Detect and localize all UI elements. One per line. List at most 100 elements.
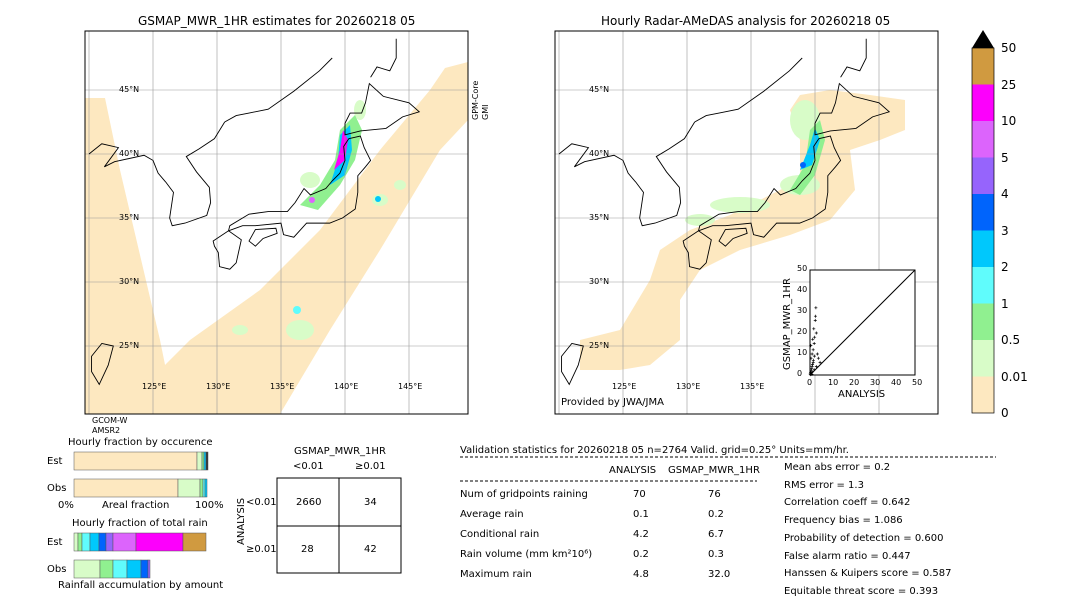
lat-label: 45°N [119, 85, 140, 94]
colorbar-segment [972, 157, 994, 194]
rain-est-segment [77, 532, 83, 552]
rain-obs-segment [112, 559, 128, 579]
stat-analysis-value: 4.8 [633, 569, 649, 580]
lat-label: 25°N [589, 341, 610, 350]
cell-1-0: 28 [301, 544, 314, 555]
mainland-coast-0 [635, 121, 696, 227]
areal-fraction-label: Areal fraction [102, 500, 170, 511]
scatter-point [810, 370, 814, 374]
obs-label-2: Obs [47, 564, 67, 575]
scatter-point [813, 314, 817, 318]
stats-col1: ANALYSIS [609, 465, 657, 476]
coastline-1 [814, 82, 891, 136]
scatter-point [810, 365, 814, 369]
rain-light [685, 214, 715, 226]
colorbar-segment [972, 303, 994, 340]
lat-label: 35°N [119, 213, 140, 222]
lat-label: 40°N [119, 149, 140, 158]
side-label-1: GPM-Core [471, 80, 480, 120]
rain-light [286, 320, 314, 340]
colorbar-label: 25 [1001, 77, 1017, 92]
scatter-point [814, 331, 818, 335]
scatter-point [814, 365, 818, 369]
scatter-xtick: 0 [807, 378, 813, 387]
lat-label: 25°N [119, 341, 140, 350]
obs-label: Obs [47, 483, 67, 494]
mainland-coast-3 [370, 38, 397, 78]
rain-cell [800, 162, 806, 168]
stat-gsmap-value: 0.2 [708, 509, 724, 520]
mainland-coast-1 [558, 143, 637, 183]
lat-label: 40°N [589, 149, 610, 158]
score-line: Hanssen & Kuipers score = 0.587 [784, 568, 952, 580]
occurrence-obs-segment [73, 478, 179, 498]
rain-obs-segment [73, 559, 101, 579]
scatter-point [818, 360, 822, 364]
scatter-point [811, 358, 815, 362]
cell-0-1: 34 [364, 497, 377, 508]
rain-est-segment [112, 532, 137, 552]
scatter-point [809, 356, 813, 360]
score-line: Mean abs error = 0.2 [784, 462, 891, 473]
scatter-point [812, 354, 816, 358]
lon-label: 140°E [334, 382, 359, 391]
rain-est-segment [135, 532, 184, 552]
colorbar-frame [971, 47, 995, 414]
coastline-4 [91, 342, 114, 386]
stat-analysis-value: 70 [633, 489, 646, 500]
colorbar-segment [972, 121, 994, 158]
mainland-coast-2 [694, 57, 803, 123]
occurrence-est-segment [205, 451, 209, 471]
scatter-xtick: 30 [870, 378, 881, 387]
score-line: Frequency bias = 1.086 [784, 515, 903, 527]
rain-cell [309, 197, 315, 203]
rain-light [394, 180, 406, 190]
occurrence-est-segment [73, 451, 198, 471]
scatter-point [816, 356, 820, 360]
mainland-coast-3 [840, 38, 867, 78]
bottom-label-2: AMSR2 [92, 426, 121, 435]
colorbar-segment [972, 84, 994, 121]
colorbar-label: 50 [1001, 41, 1017, 55]
lon-label: 130°E [676, 382, 701, 391]
col-header-1: <0.01 [293, 461, 324, 472]
colorbar-segment [972, 194, 994, 231]
scatter-ylabel: GSMAP_MWR_1HR [782, 278, 793, 370]
scatter-xtick: 10 [828, 378, 839, 387]
lat-label: 30°N [119, 277, 140, 286]
scatter-point [814, 306, 818, 310]
cell-0-0: 2660 [296, 497, 322, 508]
right-map-frame [554, 30, 939, 415]
table-title: GSMAP_MWR_1HR [294, 446, 386, 457]
rain-est-segment [182, 532, 207, 552]
lat-label: 45°N [589, 85, 610, 94]
score-line: False alarm ratio = 0.447 [784, 550, 911, 562]
stat-label: Average rain [460, 509, 524, 520]
radar-coverage [580, 90, 905, 370]
colorbar-label: 10 [1001, 114, 1017, 128]
lon-label: 130°E [206, 382, 231, 391]
scatter-xtick: 40 [891, 378, 902, 387]
rain-light [354, 100, 366, 120]
coastline-2 [212, 230, 242, 270]
occurrence-title: Hourly fraction by occurence [68, 437, 213, 448]
stat-label: Maximum rain [460, 569, 532, 580]
scatter-point [809, 344, 813, 348]
scatter-point [811, 337, 815, 341]
rain-cell [375, 196, 381, 202]
coastline-3 [248, 227, 278, 247]
rain-obs-segment [126, 559, 142, 579]
occurrence-est-segment [196, 451, 203, 471]
scatter-ytick: 20 [797, 327, 808, 336]
stat-analysis-value: 4.2 [633, 529, 649, 540]
coastline-3 [718, 227, 748, 247]
rain-est-segment [98, 532, 107, 552]
col-header-2: ≥0.01 [355, 461, 386, 472]
row-header-2: ≥0.01 [246, 544, 277, 555]
scatter-point [815, 352, 819, 356]
colorbar-segment [972, 376, 994, 413]
stat-label: Num of gridpoints raining [460, 489, 588, 500]
coastline-0 [227, 135, 372, 238]
colorbar-extend-arrow [972, 30, 994, 48]
